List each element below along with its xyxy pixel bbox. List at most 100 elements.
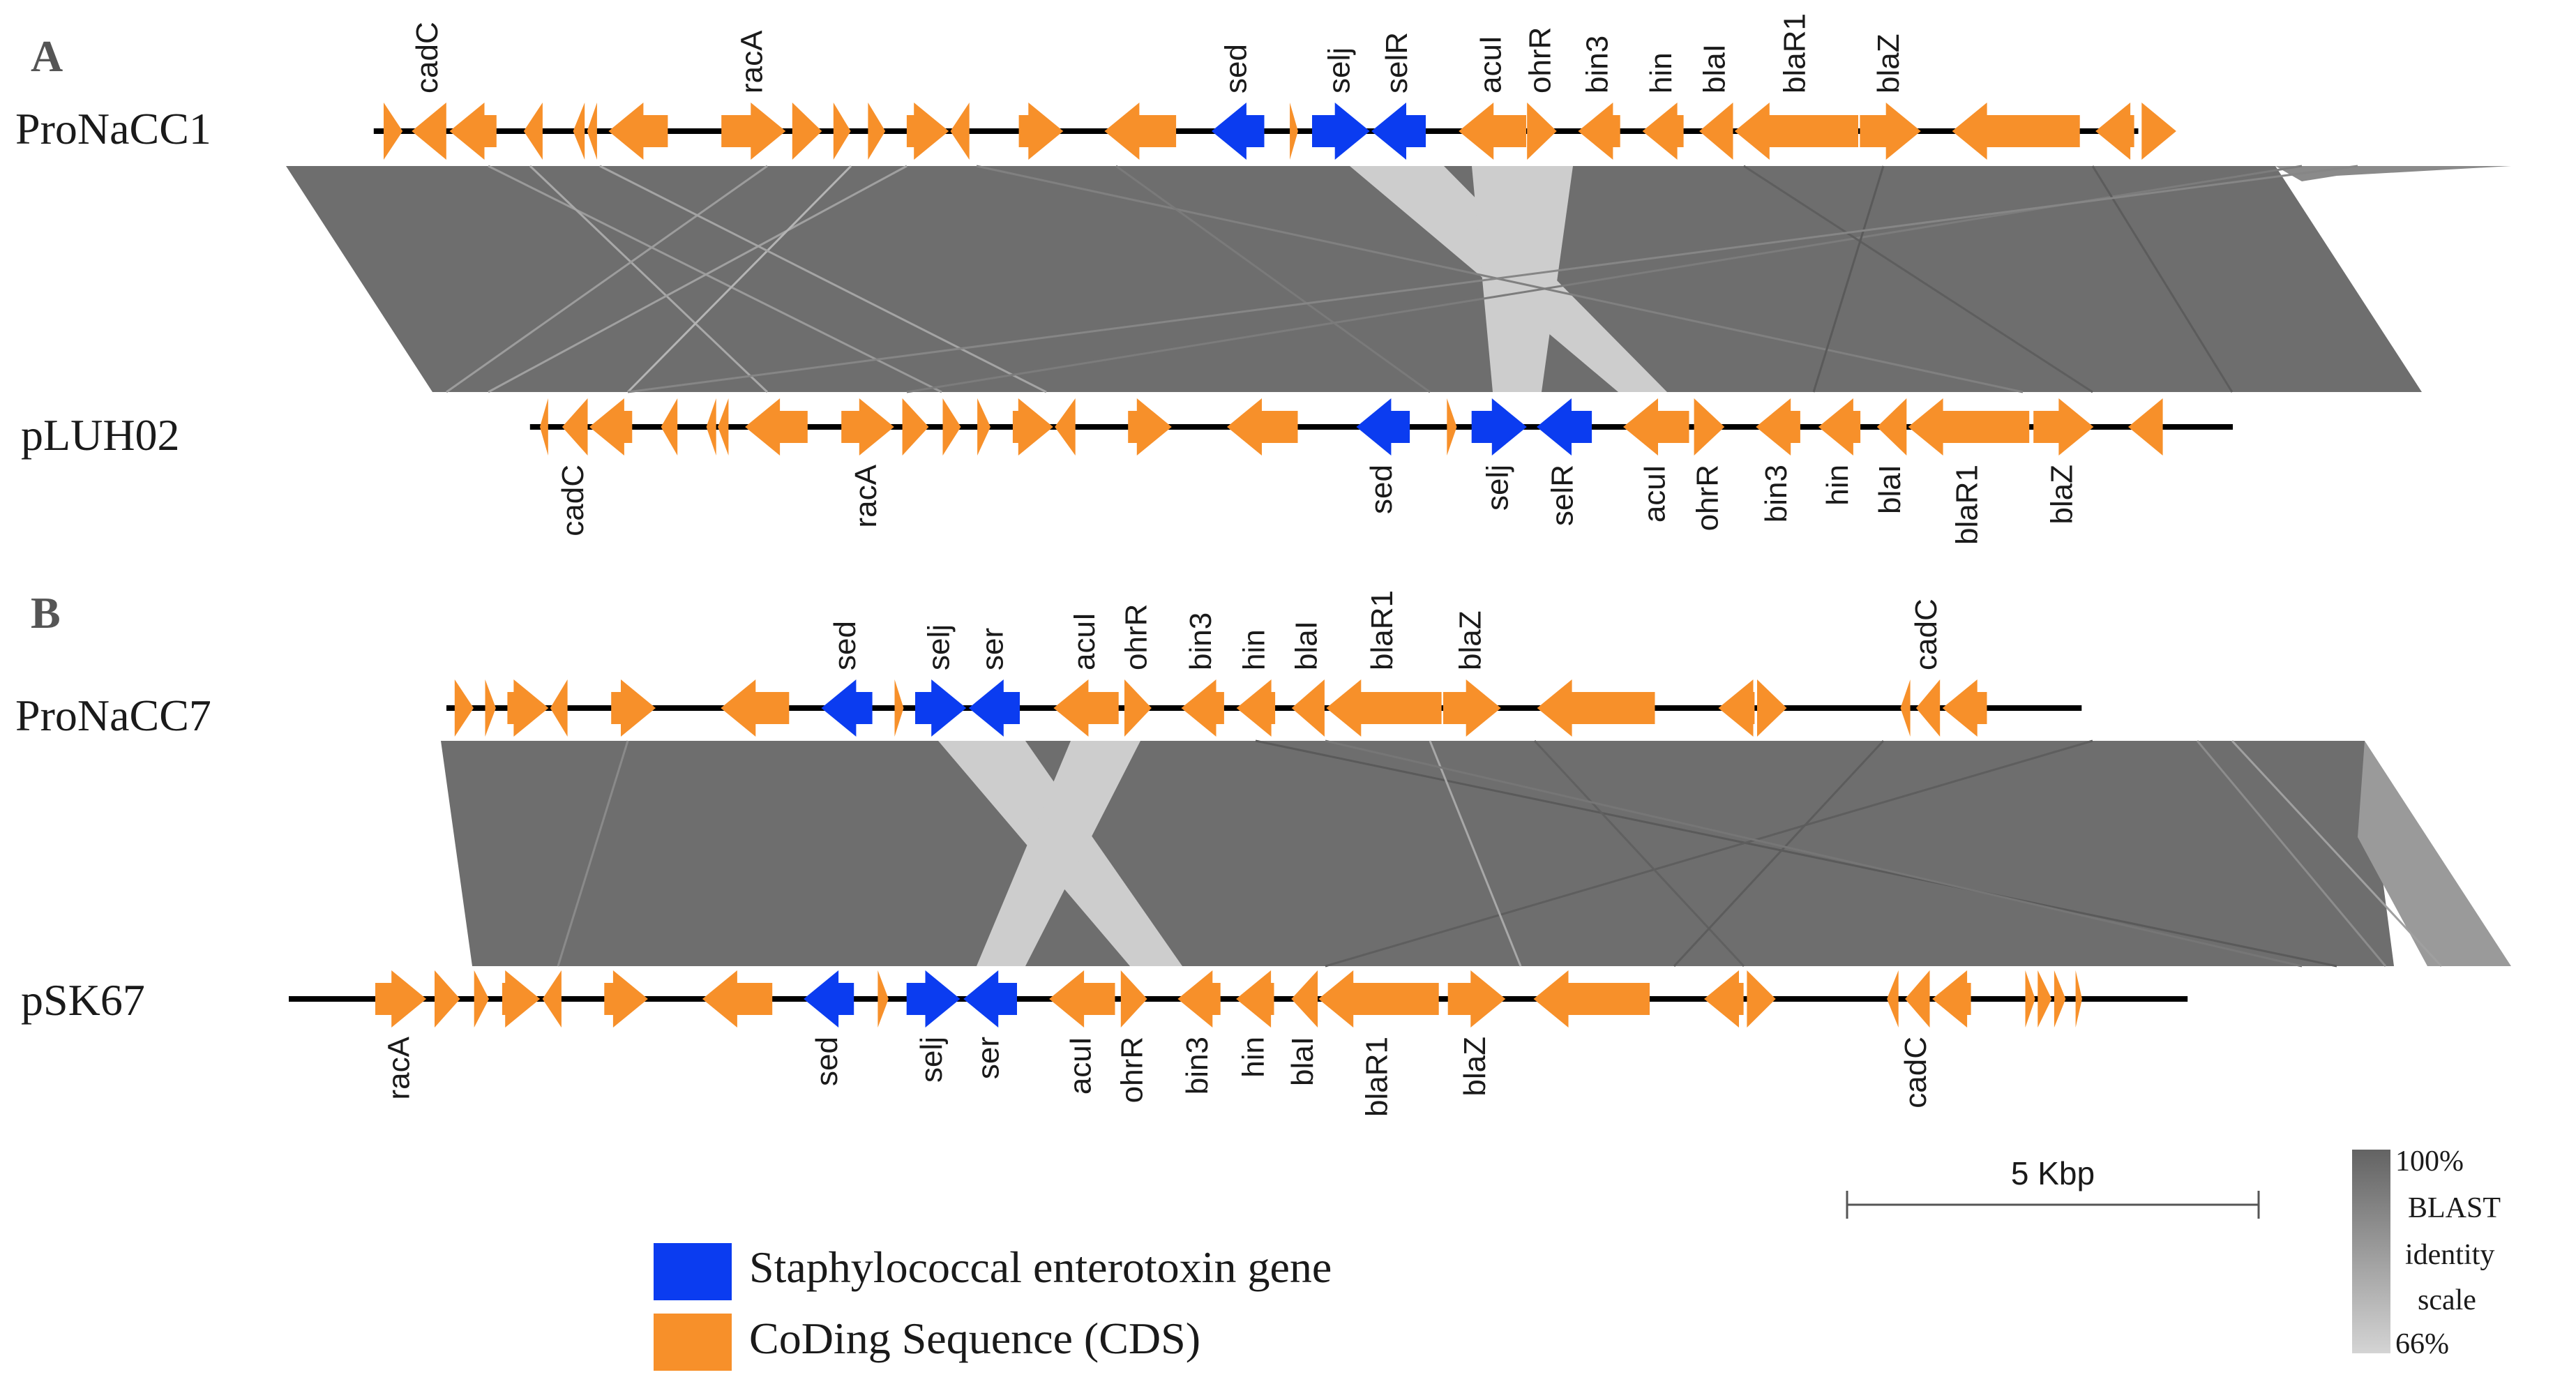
cds-arrow <box>721 679 790 737</box>
cds-arrow-acui <box>1053 679 1119 737</box>
identity-max-label: 100% <box>2395 1145 2464 1178</box>
gene-label-blaz: blaZ <box>1458 1037 1492 1097</box>
gene-label-raca: racA <box>735 30 769 93</box>
cds-arrow <box>1900 679 1911 737</box>
gene-label-selj: selj <box>922 624 956 670</box>
cds-arrow <box>661 398 678 456</box>
gene-label-selj: selj <box>914 1037 949 1083</box>
track-psk67: racA sed selj ser acuI ohrR bin3 hin blaI blaR1 bl… <box>289 970 2188 1117</box>
cds-arrow <box>604 970 648 1028</box>
cds-arrow <box>540 398 548 456</box>
legend-label-toxin: Staphylococcal enterotoxin gene <box>749 1242 1332 1292</box>
homology-block-b <box>441 739 2511 968</box>
gene-label-raca: racA <box>849 464 883 527</box>
homology-tail-a <box>2275 166 2511 181</box>
cds-arrow-hin <box>1642 103 1684 160</box>
gene-label-bin3: bin3 <box>1581 36 1615 93</box>
cds-arrow <box>1718 679 1755 737</box>
homology-tail-b <box>2358 741 2511 966</box>
gene-label-ohrr: ohrR <box>1115 1037 1150 1103</box>
cds-arrow <box>1932 970 1971 1028</box>
cds-arrow-ohrr <box>1124 679 1152 737</box>
toxin-gene-arrow-selr <box>1371 103 1426 160</box>
gene-label-acui: acuI <box>1067 612 1101 670</box>
toxin-gene-arrow-sed <box>821 679 873 737</box>
cds-arrow <box>587 103 597 160</box>
gene-label-ohrr: ohrR <box>1690 465 1724 531</box>
toxin-gene-arrow-selj <box>1471 398 1527 456</box>
identity-gradient-bar <box>2352 1150 2390 1353</box>
gene-label-blar1: blaR1 <box>1777 13 1812 93</box>
cds-arrow <box>2025 970 2035 1028</box>
cds-arrow-bin3 <box>1578 103 1620 160</box>
gene-label-blar1: blaR1 <box>1950 465 1984 545</box>
cds-arrow-raca <box>841 398 894 456</box>
gene-label-selr: selR <box>1546 465 1580 526</box>
cds-arrow-bin3 <box>1756 398 1800 456</box>
panel-b: B <box>31 588 2511 968</box>
cds-arrow-blar1 <box>1734 103 1858 160</box>
toxin-gene-arrow-selj <box>1312 103 1370 160</box>
cds-arrow <box>833 103 851 160</box>
gene-label-bin3: bin3 <box>1184 612 1218 670</box>
legend: Staphylococcal enterotoxin gene CoDing S… <box>654 1242 1332 1371</box>
track-name-pronacc7: ProNaCC7 <box>15 691 211 740</box>
legend-label-cds: CoDing Sequence (CDS) <box>749 1314 1200 1363</box>
cds-arrow <box>507 679 549 737</box>
cds-arrow-acui <box>1049 970 1115 1028</box>
gene-label-blai: blaI <box>1697 44 1731 93</box>
toxin-gene-arrow-selr <box>1537 398 1592 456</box>
gene-label-acui: acuI <box>1637 465 1671 522</box>
track-pronacc1: cadC racA sed selj selR acuI ohrR bin3 hin blaI bl… <box>373 13 2176 160</box>
gene-label-bin3: bin3 <box>1180 1037 1214 1095</box>
cds-arrow-cadc <box>412 103 446 160</box>
cds-arrow <box>2128 398 2163 456</box>
cds-arrow-cadc <box>1905 970 1930 1028</box>
cds-arrow <box>589 398 633 456</box>
gene-label-hin: hin <box>1644 52 1678 93</box>
track-pluh02: cadC racA sed selj selR acuI ohrR bin3 hin blaI bl… <box>529 398 2233 545</box>
cds-arrow-ohrr <box>1694 398 1725 456</box>
panel-letter-b: B <box>31 588 61 638</box>
legend-swatch-toxin <box>654 1243 732 1300</box>
gene-label-sed: sed <box>810 1037 844 1086</box>
cds-arrow <box>550 679 568 737</box>
cds-arrow-blaz <box>2033 398 2094 456</box>
cds-arrow-acui <box>1459 103 1526 160</box>
homology-block-a <box>286 165 2511 393</box>
gene-label-raca: racA <box>382 1036 416 1099</box>
cds-arrow <box>702 970 773 1028</box>
cds-arrow-acui <box>1623 398 1689 456</box>
cds-arrow <box>1128 398 1172 456</box>
cds-arrow <box>474 970 489 1028</box>
cds-arrow <box>706 398 716 456</box>
cds-arrow <box>1447 398 1457 456</box>
cds-arrow <box>977 398 991 456</box>
cds-arrow <box>454 679 474 737</box>
cds-arrow-blaz <box>1443 679 1501 737</box>
legend-swatch-cds <box>654 1314 732 1371</box>
cds-arrow-blar1 <box>1326 679 1442 737</box>
identity-min-label: 66% <box>2395 1328 2449 1360</box>
gene-label-cadc: cadC <box>1899 1037 1933 1108</box>
gene-label-sed: sed <box>1219 44 1253 93</box>
gene-label-hin: hin <box>1821 465 1855 506</box>
cds-arrow-raca <box>721 103 786 160</box>
cds-arrow <box>608 103 668 160</box>
cds-arrow <box>449 103 497 160</box>
cds-arrow <box>1055 398 1076 456</box>
scale-bar: 5 Kbp <box>1846 1155 2260 1219</box>
cds-arrow <box>1747 970 1776 1028</box>
gene-label-acui: acuI <box>1474 36 1508 93</box>
cds-arrow-ohrr <box>1120 970 1147 1028</box>
track-pronacc7: sed selj ser acuI ohrR bin3 hin blaI blaR1 blaZ ca… <box>446 590 2082 737</box>
track-name-psk67: pSK67 <box>21 975 145 1025</box>
cds-arrow <box>384 103 403 160</box>
cds-arrow <box>573 103 585 160</box>
cds-arrow <box>502 970 541 1028</box>
cds-arrow <box>2054 970 2066 1028</box>
cds-arrow <box>1018 103 1064 160</box>
homology-inversion-lines-a <box>446 165 2358 393</box>
cds-arrow <box>792 103 822 160</box>
cds-arrow-hin <box>1236 679 1276 737</box>
